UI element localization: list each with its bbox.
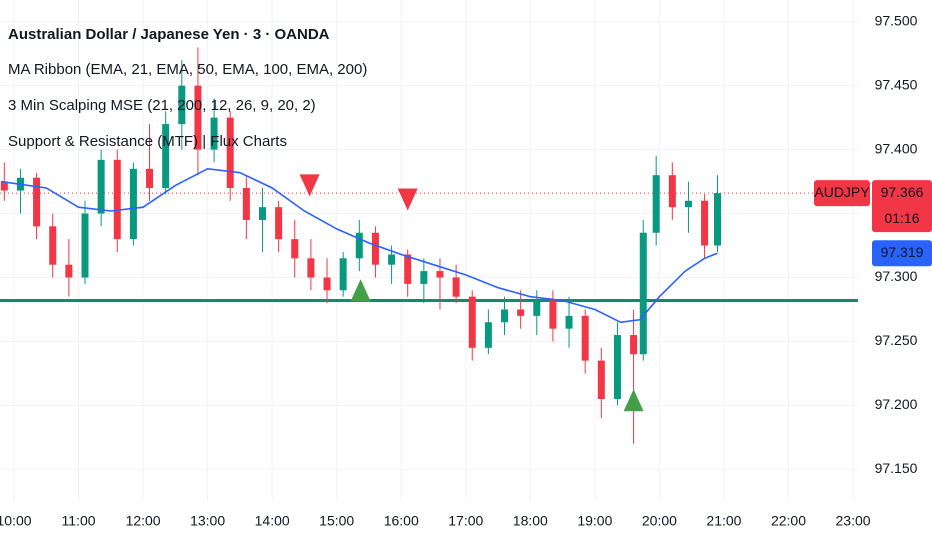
x-tick-label: 15:00 [319, 513, 354, 529]
candle-body [129, 168, 137, 240]
candle-body [565, 315, 573, 329]
candle-body [371, 232, 379, 265]
x-tick-label: 12:00 [126, 513, 161, 529]
candle-body [652, 175, 660, 233]
candle-body [549, 300, 557, 329]
candle-body [178, 85, 186, 125]
price-badge [872, 180, 932, 233]
signal-up [350, 279, 371, 302]
x-tick-label: 18:00 [513, 513, 548, 529]
candle-body [49, 226, 57, 265]
indicator-legend: Support & Resistance (MTF) | Flux Charts [8, 133, 287, 150]
y-tick-label: 97.300 [875, 268, 918, 284]
candle-body [581, 315, 589, 361]
candle-body [113, 159, 121, 240]
price-label: 97.366 [881, 184, 924, 200]
candle-body [162, 124, 170, 188]
indicator-legend: MA Ribbon (EMA, 21, EMA, 50, EMA, 100, E… [8, 61, 367, 78]
signal-down [299, 174, 320, 197]
plot-layer [0, 0, 858, 500]
candle-body [701, 200, 709, 246]
candle-body [0, 181, 8, 191]
candle-body [194, 85, 202, 150]
candle-body [613, 335, 621, 399]
candle-body [65, 264, 73, 278]
x-tick-label: 21:00 [706, 513, 741, 529]
x-tick-label: 17:00 [448, 513, 483, 529]
ema-line [0, 167, 718, 324]
ema-price-label: 97.319 [881, 244, 924, 260]
candle-body [33, 177, 41, 227]
indicator-legend: 3 Min Scalping MSE (21, 200, 12, 26, 9, … [8, 97, 316, 114]
x-tick-label: 23:00 [836, 513, 871, 529]
candle-body [210, 117, 218, 150]
candle-body [323, 277, 331, 291]
candle-body [452, 277, 460, 297]
y-tick-label: 97.400 [875, 140, 918, 156]
x-tick-label: 10:00 [0, 513, 32, 529]
candle-body [146, 168, 154, 188]
symbol-badge [814, 180, 870, 207]
x-tick-label: 14:00 [255, 513, 290, 529]
candle-body [81, 213, 89, 278]
y-tick-label: 97.450 [875, 76, 918, 92]
candle-body [713, 193, 721, 246]
countdown-label: 01:16 [884, 210, 919, 226]
candle-body [404, 254, 412, 284]
y-tick-label: 97.150 [875, 460, 918, 476]
candle-body [388, 254, 396, 265]
x-tick-label: 19:00 [577, 513, 612, 529]
x-tick-label: 13:00 [190, 513, 225, 529]
candle-body [436, 271, 444, 278]
candle-body [684, 200, 692, 208]
candle-body [258, 207, 266, 220]
x-tick-label: 20:00 [642, 513, 677, 529]
y-tick-label: 97.500 [875, 12, 918, 28]
candle-body [420, 271, 428, 284]
y-tick-label: 97.200 [875, 396, 918, 412]
ema-badge [872, 240, 932, 267]
candle-body [242, 187, 250, 220]
candle-body [468, 296, 476, 348]
candle-body [226, 117, 234, 188]
candle-body [291, 239, 299, 259]
candle-body [533, 300, 541, 316]
x-tick-label: 22:00 [771, 513, 806, 529]
candle-body [630, 335, 638, 355]
candle-body [275, 207, 283, 240]
x-tick-label: 11:00 [62, 513, 96, 529]
chart-title: Australian Dollar / Japanese Yen · 3 · O… [8, 26, 330, 43]
candle-body [97, 159, 105, 214]
candle-body [501, 309, 509, 323]
candle-body [517, 309, 525, 316]
candle-body [639, 232, 647, 355]
candle-body [307, 258, 315, 278]
candle-body [339, 258, 347, 291]
symbol-label: AUDJPY [814, 184, 870, 200]
candle-body [355, 232, 363, 259]
signal-down [397, 188, 418, 211]
candle-body [597, 360, 605, 399]
signal-up [623, 389, 644, 412]
candle-body [484, 322, 492, 348]
y-tick-label: 97.250 [875, 332, 918, 348]
candle-body [668, 175, 676, 208]
x-tick-label: 16:00 [384, 513, 419, 529]
